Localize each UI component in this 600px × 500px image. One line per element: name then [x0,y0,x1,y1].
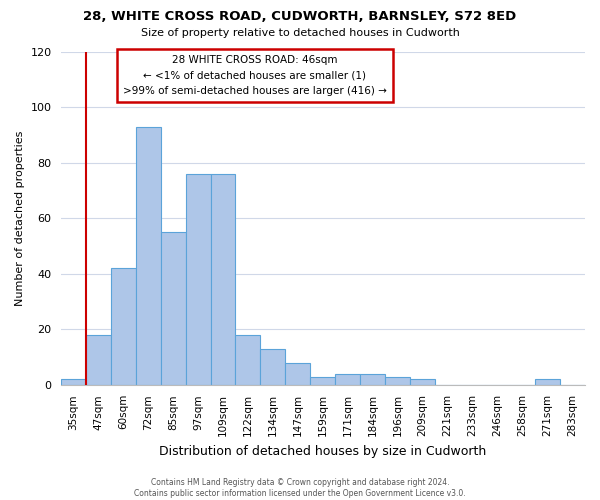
X-axis label: Distribution of detached houses by size in Cudworth: Distribution of detached houses by size … [159,444,487,458]
Bar [61,380,86,385]
Bar [535,380,560,385]
Bar [136,126,161,385]
Bar [211,174,235,385]
Bar [335,374,361,385]
Bar [260,349,286,385]
Bar [410,380,435,385]
Text: 28 WHITE CROSS ROAD: 46sqm
← <1% of detached houses are smaller (1)
>99% of semi: 28 WHITE CROSS ROAD: 46sqm ← <1% of deta… [123,55,386,96]
Bar [161,232,185,385]
Bar [235,335,260,385]
Bar [110,268,136,385]
Text: 28, WHITE CROSS ROAD, CUDWORTH, BARNSLEY, S72 8ED: 28, WHITE CROSS ROAD, CUDWORTH, BARNSLEY… [83,10,517,23]
Y-axis label: Number of detached properties: Number of detached properties [15,130,25,306]
Bar [185,174,211,385]
Text: Size of property relative to detached houses in Cudworth: Size of property relative to detached ho… [140,28,460,38]
Bar [286,363,310,385]
Bar [310,376,335,385]
Bar [385,376,410,385]
Bar [361,374,385,385]
Bar [86,335,110,385]
Text: Contains HM Land Registry data © Crown copyright and database right 2024.
Contai: Contains HM Land Registry data © Crown c… [134,478,466,498]
